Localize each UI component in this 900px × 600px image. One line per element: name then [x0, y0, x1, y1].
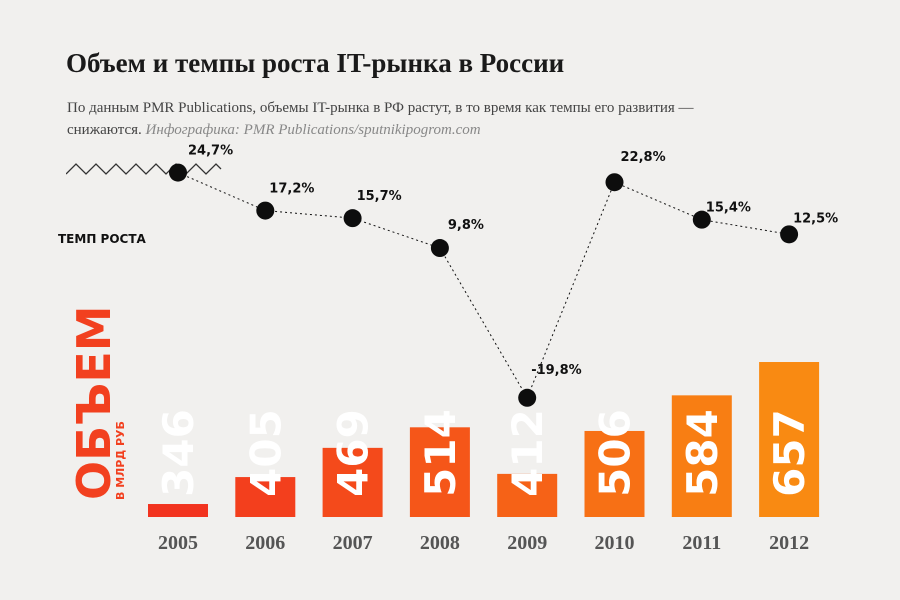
x-axis-labels: 2005 2006 2007 2008 2009 2010 2011 2012: [158, 532, 809, 554]
bar-label-2009: 412: [503, 409, 552, 497]
x-tick-2012: 2012: [769, 532, 809, 554]
volume-unit-label: В МЛРД РУБ: [114, 421, 127, 500]
subtitle-text: По данным PMR Publications, объемы IT-ры…: [67, 100, 694, 138]
x-tick-2006: 2006: [245, 532, 285, 554]
growth-series: 24,7% 17,2% 15,7% 9,8% -19,8% 22,8% 15,4% 12,5%: [169, 144, 838, 407]
bar-label-2007: 469: [329, 409, 378, 497]
bar-label-2012: 657: [765, 409, 814, 497]
growth-point-2009: [518, 388, 537, 407]
bar-2007: [322, 447, 383, 517]
zigzag-divider: [66, 163, 222, 175]
volume-axis-label: ОБЪЕМ В МЛРД РУБ: [67, 305, 127, 500]
x-tick-2005: 2005: [158, 532, 198, 554]
bar-series: 346 405 469 514 412 506 584 657: [148, 362, 820, 517]
growth-point-2006: [256, 201, 275, 220]
x-tick-2008: 2008: [420, 532, 460, 554]
bar-2010: [584, 430, 645, 517]
bar-2012: [759, 362, 820, 517]
growth-point-2007: [343, 209, 362, 228]
growth-point-2005: [169, 163, 187, 182]
x-tick-2007: 2007: [333, 532, 373, 554]
bar-label-2008: 514: [416, 409, 465, 497]
growth-label-2008: 9,8%: [448, 218, 484, 233]
bar-label-2005: 346: [154, 409, 203, 497]
bar-2011: [671, 395, 732, 517]
x-tick-2010: 2010: [595, 532, 635, 554]
growth-label-2011: 15,4%: [706, 201, 751, 216]
bar-label-2011: 584: [678, 409, 727, 497]
growth-series-name: ТЕМП РОСТА: [58, 232, 147, 246]
bar-2008: [409, 427, 470, 517]
growth-label-2012: 12,5%: [793, 211, 838, 226]
bar-label-2006: 405: [241, 409, 290, 497]
bar-2009: [497, 473, 558, 517]
x-tick-2011: 2011: [682, 532, 721, 554]
chart-title: Объем и темпы роста IT-рынка в России: [66, 48, 565, 78]
growth-label-2005: 24,7%: [188, 144, 233, 159]
credit-text: Инфографика: PMR Publications/sputnikipo…: [145, 122, 481, 138]
volume-series-name: ОБЪЕМ: [67, 305, 121, 500]
bar-2006: [235, 477, 296, 517]
growth-label-2010: 22,8%: [621, 150, 666, 165]
growth-point-2011: [692, 210, 711, 229]
growth-label-2006: 17,2%: [269, 182, 314, 197]
bar-2005: [148, 504, 208, 517]
growth-label-2007: 15,7%: [357, 189, 402, 204]
growth-point-2008: [430, 239, 449, 258]
bar-label-2010: 506: [591, 409, 640, 497]
x-tick-2009: 2009: [507, 532, 547, 554]
chart-subtitle: По данным PMR Publications, объемы IT-ры…: [67, 97, 707, 141]
growth-label-2009: -19,8%: [531, 363, 582, 378]
growth-point-2010: [605, 173, 624, 192]
growth-line: [177, 172, 790, 399]
growth-point-2012: [780, 225, 799, 244]
